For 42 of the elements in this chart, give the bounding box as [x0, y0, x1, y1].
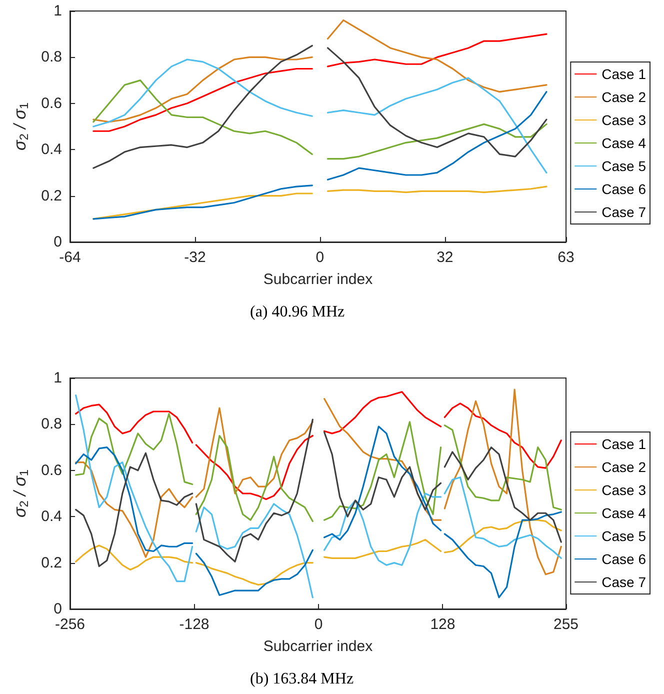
legend-label: Case 6 [602, 181, 646, 197]
x-tick-label: 128 [430, 616, 456, 633]
legend-label: Case 7 [602, 204, 646, 220]
x-tick-label: 0 [314, 616, 323, 633]
x-tick-label: 255 [553, 616, 579, 633]
x-tick-label: -256 [54, 616, 86, 633]
x-tick-label: -128 [179, 616, 210, 633]
x-tick-label: -32 [184, 249, 206, 266]
legend-label: Case 7 [602, 574, 646, 590]
x-tick-label: -64 [59, 249, 81, 266]
y-axis-title: σ2 / σ1 [10, 102, 31, 151]
legend-label: Case 5 [602, 158, 646, 174]
legend-label: Case 3 [602, 482, 646, 498]
y-tick-label: 0.4 [41, 141, 62, 158]
y-tick-label: 0.2 [41, 187, 62, 204]
text: (a) 40.96 MHz [250, 304, 345, 320]
legend-label: Case 4 [602, 505, 646, 521]
legend-label: Case 3 [602, 112, 646, 128]
x-tick-label: 32 [436, 249, 454, 266]
y-tick-label: 0 [54, 600, 62, 618]
x-axis-title: Subcarrier index [263, 638, 374, 655]
legend-label: Case 2 [602, 89, 646, 105]
legend-label: Case 5 [602, 528, 646, 544]
y-tick-label: 0.6 [41, 94, 62, 112]
x-tick-label: 63 [558, 249, 574, 266]
y-tick-label: 1 [54, 2, 62, 20]
y-tick-label: 0.8 [41, 416, 62, 433]
y-axis-title: σ2 / σ1 [10, 469, 31, 518]
y-tick-label: 1 [54, 370, 62, 386]
legend-label: Case 1 [602, 436, 646, 452]
y-tick-label: 0.4 [41, 508, 62, 526]
text: (b) 163.84 MHz [250, 670, 354, 688]
x-axis-title: Subcarrier index [263, 271, 374, 288]
y-tick-label: 0.8 [41, 48, 62, 66]
y-tick-label: 0.6 [41, 462, 62, 479]
legend-label: Case 2 [602, 459, 646, 475]
x-tick-label: 0 [316, 249, 324, 266]
y-tick-label: 0.2 [41, 554, 62, 572]
legend-label: Case 4 [602, 135, 646, 151]
legend-label: Case 1 [602, 66, 646, 82]
legend-label: Case 6 [602, 551, 646, 567]
y-tick-label: 0 [54, 234, 62, 250]
